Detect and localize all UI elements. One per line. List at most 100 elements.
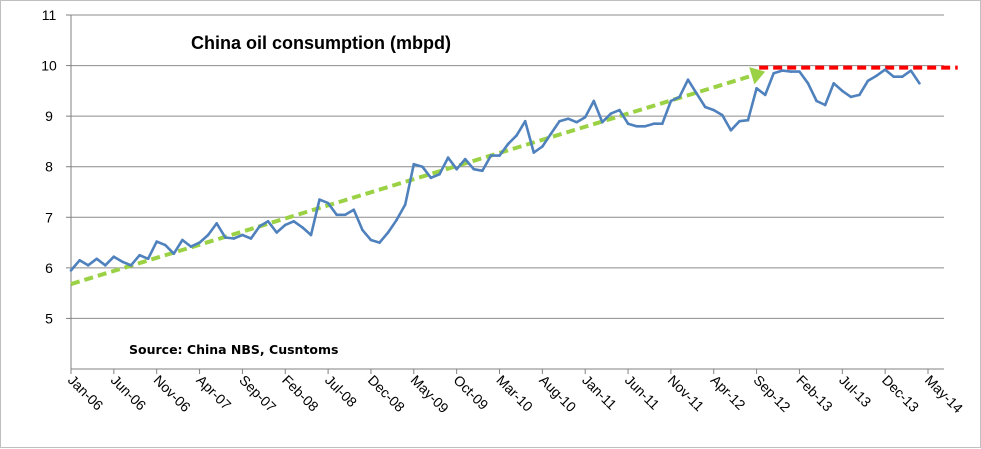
data-point	[386, 231, 390, 234]
y-tick-label-7: 7	[45, 209, 53, 225]
data-point	[841, 89, 844, 93]
data-point	[446, 156, 450, 159]
gridlines	[71, 14, 944, 319]
data-point	[378, 241, 381, 244]
data-point	[412, 162, 416, 166]
data-point	[763, 93, 767, 97]
data-point	[849, 95, 853, 99]
data-point	[549, 132, 553, 136]
trend-arrow-head	[749, 67, 766, 85]
data-point	[695, 92, 698, 95]
x-tick-label-16: Sep-12	[750, 372, 793, 415]
data-point	[223, 236, 227, 239]
x-tick-label-3: Apr-07	[193, 372, 234, 413]
data-point	[523, 119, 527, 123]
x-tick-label-13: Jun-11	[622, 372, 663, 413]
data-point	[755, 87, 758, 90]
data-point	[335, 213, 338, 217]
data-point	[583, 115, 587, 119]
x-tick-label-15: Apr-12	[708, 372, 749, 413]
data-point	[883, 68, 887, 71]
data-point	[181, 238, 184, 242]
y-tick-label-11: 11	[42, 7, 57, 23]
data-point	[866, 79, 870, 83]
x-tick-label-9: Oct-09	[451, 372, 492, 413]
data-point	[498, 154, 501, 157]
chart-title: China oil consumption (mbpd)	[191, 33, 451, 53]
y-tick-labels: 5 6 7 8 9 10 11	[41, 7, 57, 326]
data-point	[155, 240, 158, 243]
series	[69, 68, 921, 272]
data-point	[592, 99, 596, 103]
series-line-0	[70, 68, 921, 272]
data-point	[532, 151, 536, 154]
x-tick-label-14: Nov-11	[665, 372, 708, 415]
x-tick-label-8: May-09	[408, 372, 452, 416]
data-point	[112, 255, 116, 259]
data-point	[198, 241, 201, 244]
data-point	[823, 103, 827, 107]
data-point	[343, 213, 347, 217]
data-point	[506, 142, 510, 146]
data-point	[721, 113, 724, 117]
data-point	[575, 120, 578, 124]
data-point	[481, 169, 484, 173]
data-point	[232, 237, 236, 240]
data-point	[421, 165, 424, 169]
x-tick-label-19: Dec-13	[879, 372, 922, 415]
data-point	[283, 223, 287, 227]
data-point	[781, 69, 784, 72]
y-tick-label-9: 9	[45, 108, 53, 124]
data-point	[189, 245, 193, 248]
axes	[66, 14, 944, 374]
data-point	[258, 225, 261, 228]
y-tick-label-10: 10	[41, 58, 57, 74]
data-point	[318, 198, 321, 201]
data-point	[815, 99, 818, 103]
x-tick-label-2: Nov-06	[151, 372, 194, 415]
data-point	[121, 260, 124, 264]
data-point	[712, 108, 716, 112]
data-point	[832, 81, 836, 85]
data-point	[146, 257, 150, 261]
data-point	[292, 220, 296, 223]
data-point	[541, 145, 544, 148]
data-point	[138, 253, 141, 257]
data-point	[669, 99, 673, 103]
data-point	[395, 218, 398, 222]
data-point	[892, 75, 896, 78]
data-point	[78, 258, 81, 262]
data-point	[129, 264, 133, 267]
data-point	[746, 118, 750, 122]
x-tick-label-20: May-14	[922, 372, 966, 416]
data-point	[729, 129, 733, 132]
x-tick-label-0: Jan-06	[65, 372, 107, 414]
data-point	[558, 119, 561, 123]
data-point	[266, 220, 270, 223]
data-point	[900, 75, 904, 78]
data-point	[352, 208, 356, 211]
data-point	[403, 203, 407, 206]
data-point	[301, 226, 304, 229]
data-point	[472, 167, 476, 171]
annotations	[70, 65, 958, 286]
data-point	[241, 233, 244, 237]
y-tick-label-8: 8	[45, 159, 53, 175]
data-point	[626, 122, 630, 126]
data-point	[661, 122, 664, 126]
x-tick-label-5: Feb-08	[279, 372, 322, 415]
data-point	[618, 108, 621, 112]
x-tick-label-18: Jul-13	[836, 372, 874, 410]
data-point	[326, 201, 330, 205]
x-tick-label-11: Aug-10	[536, 372, 579, 415]
data-point	[172, 252, 176, 255]
data-point	[909, 69, 913, 72]
data-point	[249, 237, 253, 240]
data-point	[215, 222, 218, 225]
data-point	[429, 176, 433, 180]
data-point	[206, 233, 210, 237]
data-point	[369, 238, 373, 242]
data-point	[703, 105, 707, 109]
data-point	[103, 264, 107, 267]
